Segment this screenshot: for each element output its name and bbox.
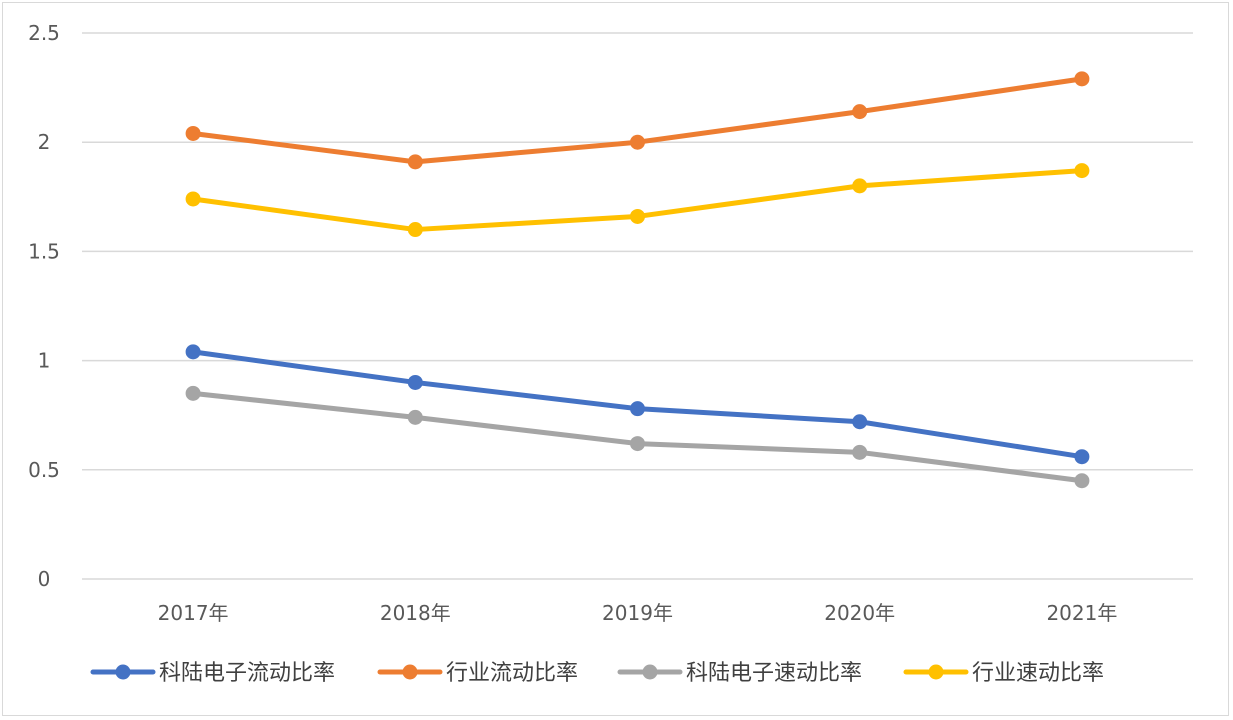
legend-swatch-marker: [928, 664, 944, 680]
legend-item: 科陆电子流动比率: [90, 661, 335, 686]
legend-item: 行业速动比率: [903, 661, 1104, 686]
y-tick-label: 1: [38, 349, 51, 373]
data-point: [1074, 163, 1090, 179]
series-2: [185, 385, 1090, 489]
x-tick-label: 2018年: [380, 601, 451, 625]
x-tick-label: 2021年: [1046, 601, 1117, 625]
legend-label: 科陆电子流动比率: [159, 661, 335, 686]
data-point: [630, 401, 645, 417]
data-point: [1074, 473, 1090, 489]
series-layer: [185, 71, 1090, 489]
data-point: [407, 374, 423, 390]
gridlines: [82, 32, 1193, 580]
legend-swatch-marker: [402, 664, 418, 680]
x-tick-label: 2019年: [602, 601, 673, 625]
x-tick-label: 2017年: [158, 601, 229, 625]
data-point: [630, 134, 645, 150]
legend-label: 行业流动比率: [446, 661, 578, 686]
data-point: [852, 444, 868, 460]
data-point: [630, 208, 645, 224]
data-point: [407, 409, 423, 425]
data-point: [1074, 449, 1090, 465]
legend-item: 行业流动比率: [377, 661, 578, 686]
series-1: [185, 71, 1090, 170]
x-axis-ticks: 2017年 2018年 2019年 2020年 2021年: [158, 601, 1118, 625]
data-point: [407, 222, 423, 238]
legend-label: 行业速动比率: [972, 661, 1104, 686]
data-point: [630, 436, 645, 452]
legend-item: 科陆电子速动比率: [617, 661, 862, 686]
series-3: [185, 163, 1090, 238]
data-point: [185, 125, 201, 141]
data-point: [185, 344, 201, 360]
y-axis-ticks: 0 0.5 1 1.5 2 2.5: [28, 21, 60, 591]
legend-label: 科陆电子速动比率: [686, 661, 862, 686]
data-point: [852, 414, 868, 430]
y-tick-label: 1.5: [28, 239, 60, 263]
data-point: [852, 178, 868, 194]
y-tick-label: 2.5: [28, 21, 60, 45]
series-0: [185, 344, 1090, 465]
legend-swatch-marker: [642, 664, 658, 680]
y-tick-label: 0.5: [28, 458, 60, 482]
y-tick-label: 0: [38, 567, 51, 591]
data-point: [185, 385, 201, 401]
x-tick-label: 2020年: [824, 601, 895, 625]
data-point: [185, 191, 201, 207]
data-point: [407, 154, 423, 170]
legend-swatch-marker: [115, 664, 131, 680]
data-point: [852, 104, 868, 120]
legend: 科陆电子流动比率 行业流动比率 科陆电子速动比率 行业速动比率: [90, 661, 1104, 686]
y-tick-label: 2: [38, 130, 51, 154]
data-point: [1074, 71, 1090, 87]
